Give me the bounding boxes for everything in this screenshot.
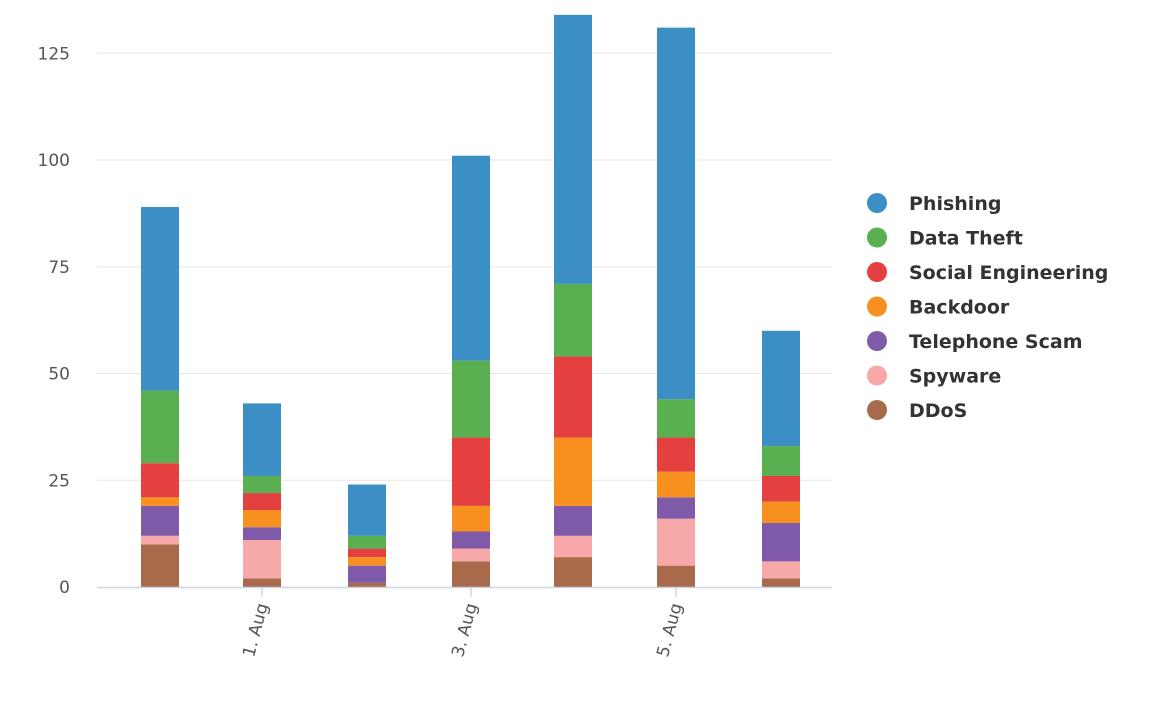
- bar-segment-backdoor[interactable]: [348, 557, 386, 566]
- bar-stack: [243, 403, 281, 587]
- bar-segment-spyware[interactable]: [141, 535, 179, 545]
- bar-segment-telephone-scam[interactable]: [141, 505, 179, 536]
- bar-segment-ddos[interactable]: [141, 544, 179, 587]
- y-tick-label: 50: [48, 365, 70, 385]
- bar-segment-data-theft[interactable]: [348, 535, 386, 549]
- legend-item-phishing[interactable]: Phishing: [867, 193, 1001, 215]
- legend-label: DDoS: [909, 400, 967, 422]
- bar-segment-phishing[interactable]: [243, 403, 281, 476]
- bar-segment-phishing[interactable]: [657, 27, 695, 400]
- y-tick-label: 25: [48, 471, 70, 491]
- legend-marker: [867, 400, 887, 420]
- y-tick-label: 75: [48, 258, 70, 278]
- bar-segment-telephone-scam[interactable]: [348, 565, 386, 583]
- x-tick-label: 1. Aug: [239, 601, 273, 659]
- bar-stack: [452, 155, 490, 587]
- bar-segment-social-engineering[interactable]: [141, 463, 179, 498]
- legend-marker: [867, 193, 887, 213]
- legend-item-spyware[interactable]: Spyware: [867, 365, 1001, 388]
- legend-marker: [867, 331, 887, 351]
- legend-marker: [867, 262, 887, 282]
- bar-segment-ddos[interactable]: [452, 561, 490, 587]
- bar-segment-telephone-scam[interactable]: [554, 505, 592, 536]
- x-tick-label: 5. Aug: [653, 601, 687, 659]
- bar-segment-backdoor[interactable]: [554, 437, 592, 506]
- bar-stack: [348, 484, 386, 587]
- bar-stack: [141, 206, 179, 587]
- bar-segment-backdoor[interactable]: [657, 471, 695, 498]
- bar-segment-social-engineering[interactable]: [762, 475, 800, 502]
- y-tick-label: 100: [38, 151, 70, 171]
- bar-segment-telephone-scam[interactable]: [657, 497, 695, 519]
- bar-stack: [657, 27, 695, 587]
- bar-segment-backdoor[interactable]: [452, 505, 490, 532]
- bar-segment-ddos[interactable]: [348, 582, 386, 587]
- legend-item-backdoor[interactable]: Backdoor: [867, 296, 1010, 319]
- bar-segment-phishing[interactable]: [554, 14, 592, 284]
- y-axis-ticks: 0 25 50 75 100 125: [38, 44, 70, 598]
- legend-item-social-engineering[interactable]: Social Engineering: [867, 262, 1108, 284]
- bar-segment-spyware[interactable]: [554, 535, 592, 558]
- bar-segment-backdoor[interactable]: [141, 497, 179, 506]
- bar-segment-social-engineering[interactable]: [243, 493, 281, 511]
- bar-segment-phishing[interactable]: [141, 206, 179, 391]
- bar-segment-phishing[interactable]: [348, 484, 386, 536]
- bar-segment-data-theft[interactable]: [762, 446, 800, 476]
- bars: [141, 14, 800, 587]
- bar-segment-social-engineering[interactable]: [348, 548, 386, 558]
- bar-segment-data-theft[interactable]: [554, 283, 592, 357]
- legend-marker: [867, 227, 887, 248]
- x-axis: 1. Aug 3. Aug 5. Aug: [97, 586, 832, 659]
- bar-segment-backdoor[interactable]: [243, 510, 281, 528]
- legend-marker: [867, 296, 887, 317]
- legend-label: Telephone Scam: [909, 331, 1083, 353]
- bar-segment-phishing[interactable]: [452, 155, 490, 361]
- bar-segment-spyware[interactable]: [452, 548, 490, 562]
- bar-segment-telephone-scam[interactable]: [243, 527, 281, 541]
- bar-stack: [554, 14, 592, 587]
- x-tick-label: 3. Aug: [448, 601, 482, 659]
- bar-segment-data-theft[interactable]: [141, 390, 179, 464]
- legend-label: Social Engineering: [909, 262, 1108, 284]
- bar-segment-telephone-scam[interactable]: [452, 531, 490, 549]
- bar-segment-data-theft[interactable]: [243, 475, 281, 494]
- bar-segment-spyware[interactable]: [657, 518, 695, 566]
- bar-segment-data-theft[interactable]: [452, 360, 490, 438]
- legend-label: Spyware: [909, 366, 1001, 388]
- bar-segment-spyware[interactable]: [762, 561, 800, 579]
- bar-segment-data-theft[interactable]: [657, 399, 695, 438]
- legend-label: Phishing: [909, 193, 1001, 215]
- legend-label: Data Theft: [909, 228, 1023, 250]
- bar-segment-social-engineering[interactable]: [452, 437, 490, 506]
- y-tick-label: 125: [38, 44, 70, 64]
- bar-segment-ddos[interactable]: [243, 578, 281, 587]
- bar-segment-telephone-scam[interactable]: [762, 522, 800, 562]
- legend-item-telephone-scam[interactable]: Telephone Scam: [867, 331, 1083, 353]
- bar-segment-social-engineering[interactable]: [657, 437, 695, 472]
- bar-segment-ddos[interactable]: [657, 565, 695, 587]
- legend-label: Backdoor: [909, 297, 1010, 319]
- legend: Phishing Data Theft Social Engineering Back…: [867, 193, 1108, 422]
- legend-marker: [867, 365, 887, 386]
- y-tick-label: 0: [59, 578, 70, 598]
- bar-segment-ddos[interactable]: [762, 578, 800, 587]
- bar-segment-ddos[interactable]: [554, 557, 592, 587]
- legend-item-ddos[interactable]: DDoS: [867, 400, 967, 422]
- legend-item-data-theft[interactable]: Data Theft: [867, 227, 1023, 250]
- bar-stack: [762, 330, 800, 587]
- bar-segment-phishing[interactable]: [762, 330, 800, 447]
- bar-segment-social-engineering[interactable]: [554, 356, 592, 438]
- bar-segment-backdoor[interactable]: [762, 501, 800, 523]
- bar-segment-spyware[interactable]: [243, 540, 281, 579]
